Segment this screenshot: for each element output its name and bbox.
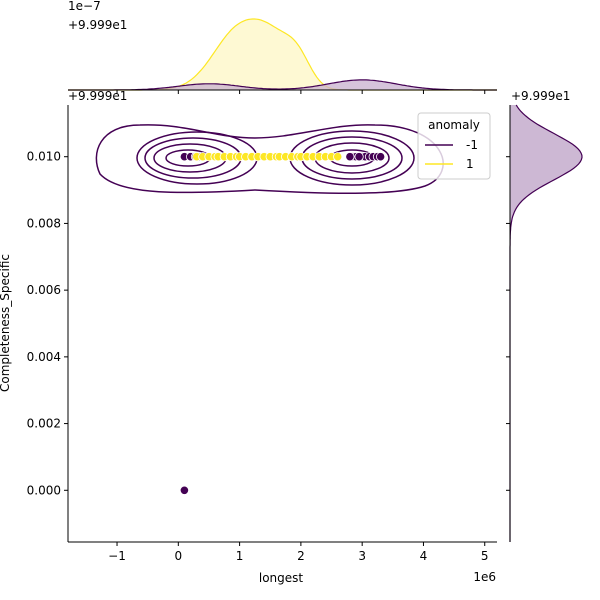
y-axis-label: Completeness_Specific (0, 254, 12, 392)
y-tick-label: 0.004 (27, 350, 61, 364)
contour-level (301, 136, 403, 180)
contour-level (95, 124, 444, 195)
y-offset-label: +9.999e1 (68, 89, 127, 103)
legend-label-1: 1 (466, 157, 474, 171)
legend-label-neg1: -1 (466, 138, 478, 152)
legend: anomaly -1 1 (417, 112, 491, 180)
axes: −1 0 1 2 3 4 5 0.000 0.002 0.004 0.006 0.008 0.010 (27, 105, 497, 563)
scatter-point-neg1 (375, 152, 386, 162)
x-tick-label: 3 (358, 549, 366, 563)
x-tick-label: 2 (297, 549, 305, 563)
x-tick-label: 5 (481, 549, 489, 563)
x-tick-label: 4 (420, 549, 428, 563)
x-axis-label: longest (259, 571, 304, 585)
marginal-x-fill-neg1 (68, 79, 497, 90)
marginal-x-density (68, 18, 497, 94)
y-tick-label: 0.000 (27, 483, 61, 497)
x-tick-label: −1 (108, 549, 126, 563)
contour-level (314, 142, 390, 174)
scatter-point-neg1 (179, 485, 189, 495)
x-scale-label: 1e6 (473, 570, 496, 584)
scatter-point-neg1 (354, 152, 364, 162)
x-tick-label: 1 (236, 549, 244, 563)
y-tick-label: 0.006 (27, 283, 61, 297)
legend-title: anomaly (428, 118, 480, 132)
marginal-x-fill-1 (68, 19, 497, 90)
scatter-point-neg1 (345, 152, 355, 162)
y-tick-label: 0.010 (27, 150, 61, 164)
x-tick-label: 0 (174, 549, 182, 563)
marginal-y-fill-neg1 (510, 105, 582, 542)
scatter-point-1 (333, 152, 343, 162)
marginal-y-offset-label: +9.999e1 (511, 89, 570, 103)
marginal-x-offset-label: +9.999e1 (68, 18, 127, 32)
legend-box (417, 112, 491, 180)
contour-level (289, 130, 415, 186)
scatter-points (179, 152, 386, 495)
y-tick-label: 0.002 (27, 417, 61, 431)
y-tick-label: 0.008 (27, 216, 61, 230)
marginal-x-scale-label: 1e−7 (68, 0, 101, 13)
marginal-y-density (506, 104, 583, 542)
